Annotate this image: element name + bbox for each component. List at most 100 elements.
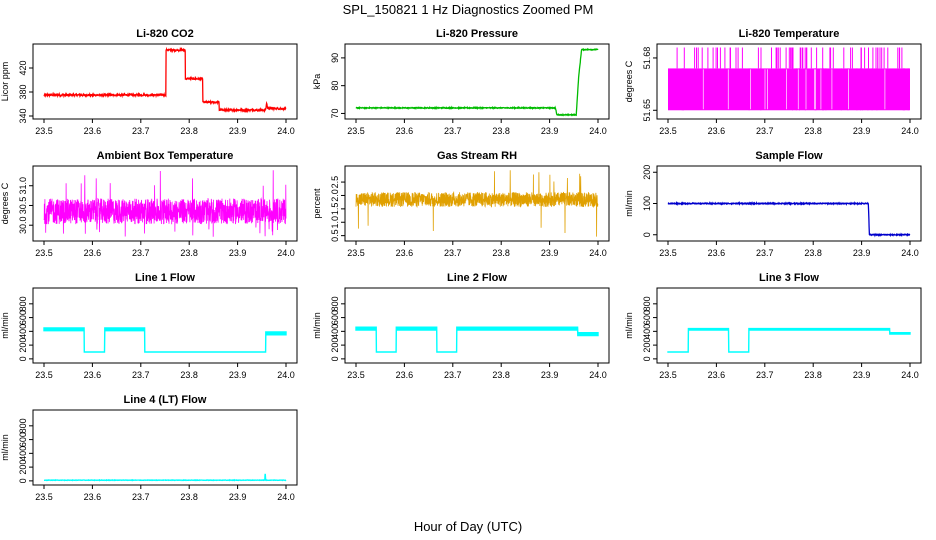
sample-flow-xtick-label: 23.8 — [804, 248, 822, 258]
li820-co2-xtick-label: 23.5 — [35, 126, 53, 136]
line-3-flow-xtick-label: 23.7 — [756, 370, 774, 380]
panel-line-3-flow: Line 3 Flow 23.5 23.6 23.7 23.8 23.9 24.0 0 2004… — [624, 272, 922, 380]
gas-stream-rh-title: Gas Stream RH — [437, 150, 517, 162]
line-1-flow-ytick-label: 800 — [18, 296, 28, 311]
gas-stream-rh-data — [355, 170, 599, 237]
gas-stream-rh-xtick-label: 23.5 — [347, 248, 365, 258]
line-4-lt-flow-ytick-label: 200 — [18, 460, 28, 475]
li820-pressure-xtick-label: 23.7 — [444, 126, 462, 136]
line-3-flow-frame — [656, 287, 922, 364]
li820-temperature-frame — [656, 43, 922, 120]
line-3-flow-xtick-label: 23.6 — [708, 370, 726, 380]
line-2-flow-xtick-label: 23.7 — [444, 370, 462, 380]
ambient-box-temperature-ytick-label: 31.0 — [18, 177, 28, 195]
line-2-flow-xtick-label: 23.6 — [396, 370, 414, 380]
li820-pressure-ytick-label: 80 — [330, 81, 340, 91]
panel-li820-pressure: Li-820 Pressure 23.5 23.6 23.7 23.8 23.9 24.0 7… — [312, 28, 610, 136]
line-3-flow-title: Line 3 Flow — [759, 272, 819, 284]
line-2-flow-ytick-label: 0 — [330, 356, 340, 361]
sample-flow-data — [667, 200, 911, 238]
line-1-flow-ytick-label: 0 — [18, 356, 28, 361]
li820-co2-title: Li-820 CO2 — [136, 28, 193, 40]
ambient-box-temperature-frame — [32, 165, 298, 242]
ambient-box-temperature-xtick-label: 23.5 — [35, 248, 53, 258]
li820-pressure-data — [355, 47, 599, 117]
panel-li820-temperature: Li-820 Temperature 23.5 23.6 23.7 23.8 23.9 24… — [624, 28, 922, 136]
sample-flow-xtick-label: 23.9 — [853, 248, 871, 258]
ambient-box-temperature-xtick-label: 23.9 — [229, 248, 247, 258]
sample-flow-ytick-label: 200 — [642, 165, 652, 180]
li820-co2-data — [43, 46, 287, 114]
line-3-flow-xtick-label: 23.9 — [853, 370, 871, 380]
li820-pressure-xtick-label: 24.0 — [589, 126, 607, 136]
gas-stream-rh-y-axis-label: percent — [312, 188, 322, 219]
line-2-flow-xtick-label: 23.5 — [347, 370, 365, 380]
li820-temperature-xtick-label: 23.6 — [708, 126, 726, 136]
panel-ambient-box-temperature: Ambient Box Temperature 23.5 23.6 23.7 23.8 2… — [0, 150, 298, 258]
line-4-lt-flow-xtick-label: 23.5 — [35, 492, 53, 502]
line-3-flow-ytick-label: 800 — [642, 296, 652, 311]
ambient-box-temperature-xtick-label: 23.6 — [84, 248, 102, 258]
line-3-flow-ytick-label: 0 — [642, 356, 652, 361]
line-4-lt-flow-xtick-label: 23.6 — [84, 492, 102, 502]
line-3-flow-xtick-label: 23.8 — [804, 370, 822, 380]
line-4-lt-flow-ytick-label: 400 — [18, 446, 28, 461]
line-3-flow-y-axis-label: ml/min — [624, 312, 634, 339]
gas-stream-rh-series-noise — [355, 170, 599, 237]
line-4-lt-flow-data — [44, 473, 287, 482]
li820-pressure-xtick-label: 23.9 — [541, 126, 559, 136]
line-4-lt-flow-xtick-label: 23.8 — [180, 492, 198, 502]
sample-flow-y-axis-label: ml/min — [624, 190, 634, 217]
sample-flow-xtick-label: 23.5 — [659, 248, 677, 258]
sample-flow-ytick-label: 100 — [642, 196, 652, 211]
li820-pressure-title: Li-820 Pressure — [436, 28, 518, 40]
line-2-flow-frame — [344, 287, 610, 364]
line-3-flow-ytick-label: 400 — [642, 324, 652, 339]
line-1-flow-ytick-label: 600 — [18, 310, 28, 325]
li820-temperature-series-gaps — [702, 69, 886, 110]
line-4-lt-flow-series-line — [44, 473, 287, 482]
li820-temperature-xtick-label: 23.8 — [804, 126, 822, 136]
li820-temperature-data — [668, 47, 910, 111]
li820-pressure-ytick-label: 90 — [330, 53, 340, 63]
line-1-flow-frame — [32, 287, 298, 364]
li820-temperature-title: Li-820 Temperature — [739, 28, 840, 40]
sample-flow-title: Sample Flow — [755, 150, 823, 162]
panel-gas-stream-rh: Gas Stream RH 23.5 23.6 23.7 23.8 23.9 24.0 0.5… — [312, 150, 610, 258]
li820-temperature-ytick-label: 51.65 — [642, 99, 652, 122]
line-4-lt-flow-ytick-label: 0 — [18, 478, 28, 483]
panels: Li-820 CO2 23.5 23.6 23.7 23.8 23.9 24.0 340 380… — [0, 28, 922, 502]
li820-co2-ytick-label: 340 — [18, 108, 28, 123]
li820-co2-xtick-label: 24.0 — [277, 126, 295, 136]
li820-temperature-series-spikes — [676, 47, 909, 111]
li820-temperature-ytick-label: 51.68 — [642, 47, 652, 70]
panel-line-1-flow: Line 1 Flow 23.5 23.6 23.7 23.8 23.9 24.0 0 2004… — [0, 272, 298, 380]
sample-flow-xtick-label: 24.0 — [901, 248, 919, 258]
figure-title: SPL_150821 1 Hz Diagnostics Zoomed PM — [343, 2, 594, 17]
li820-temperature-xtick-label: 24.0 — [901, 126, 919, 136]
gas-stream-rh-frame — [344, 165, 610, 242]
li820-pressure-xtick-label: 23.8 — [492, 126, 510, 136]
line-2-flow-ytick-label: 800 — [330, 296, 340, 311]
gas-stream-rh-xtick-label: 23.7 — [444, 248, 462, 258]
gas-stream-rh-ytick-label: 1.5 — [330, 203, 340, 216]
gas-stream-rh-ytick-label: 2.5 — [330, 176, 340, 189]
gas-stream-rh-xtick-label: 24.0 — [589, 248, 607, 258]
line-1-flow-ytick-label: 400 — [18, 324, 28, 339]
ambient-box-temperature-series-noise — [43, 170, 287, 237]
li820-temperature-xtick-label: 23.9 — [853, 126, 871, 136]
li820-co2-series-line — [43, 46, 287, 114]
sample-flow-xtick-label: 23.7 — [756, 248, 774, 258]
line-1-flow-xtick-label: 23.7 — [132, 370, 150, 380]
sample-flow-xtick-label: 23.6 — [708, 248, 726, 258]
line-4-lt-flow-xtick-label: 23.9 — [229, 492, 247, 502]
gas-stream-rh-xtick-label: 23.8 — [492, 248, 510, 258]
line-4-lt-flow-frame — [32, 409, 298, 486]
panel-line-4-lt-flow: Line 4 (LT) Flow 23.5 23.6 23.7 23.8 23.9 24.0… — [0, 394, 298, 502]
li820-co2-frame — [32, 43, 298, 120]
figure-x-axis-label: Hour of Day (UTC) — [414, 519, 522, 534]
li820-co2-xtick-label: 23.6 — [84, 126, 102, 136]
li820-pressure-xtick-label: 23.5 — [347, 126, 365, 136]
line-3-flow-xtick-label: 24.0 — [901, 370, 919, 380]
line-4-lt-flow-xtick-label: 23.7 — [132, 492, 150, 502]
